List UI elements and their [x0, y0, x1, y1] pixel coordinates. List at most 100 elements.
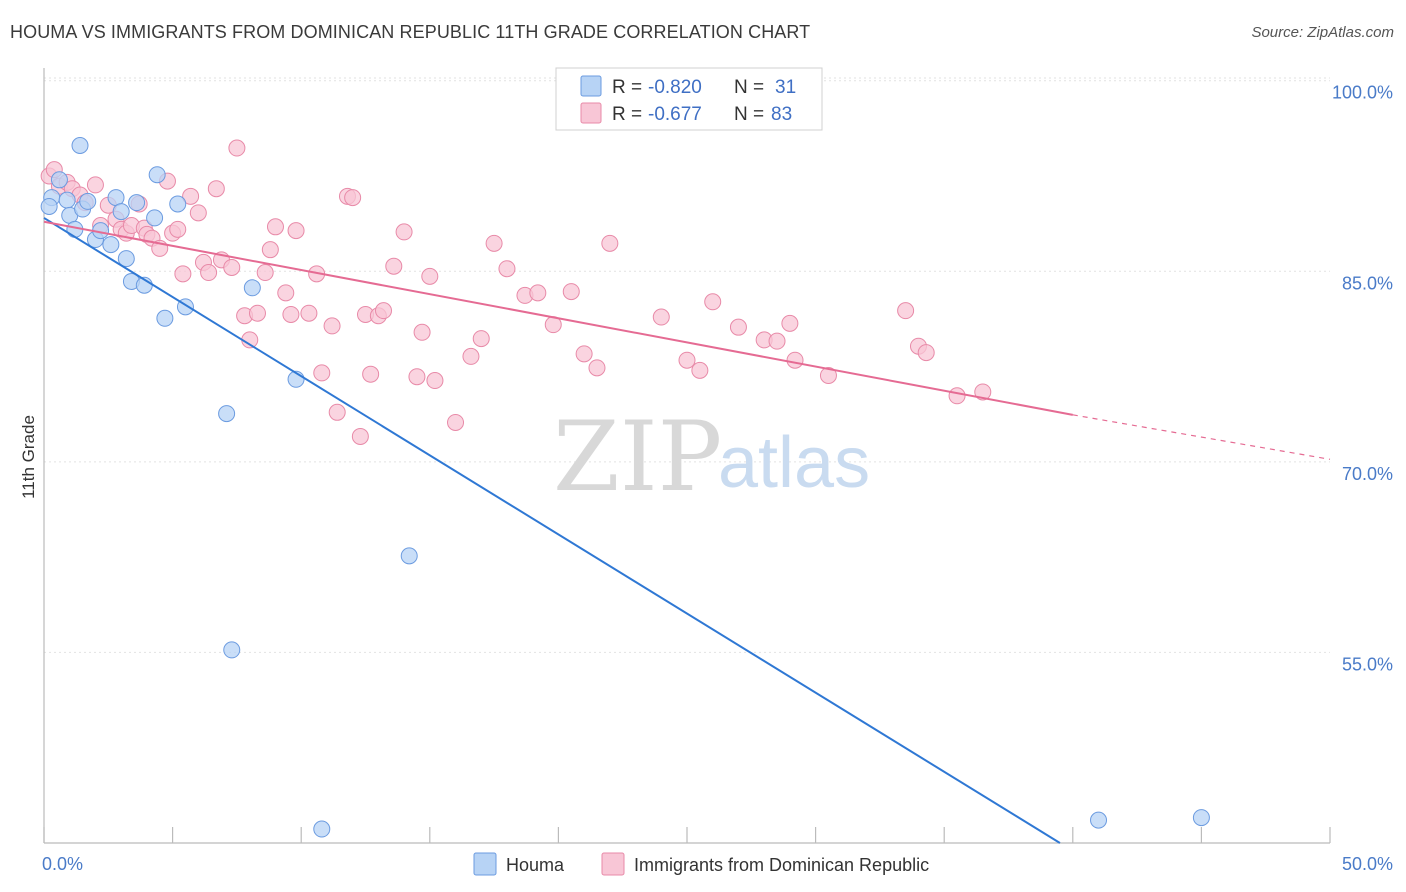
data-point [223, 258, 241, 276]
data-point [498, 260, 516, 278]
data-point [313, 820, 331, 838]
y-tick-label: 70.0% [1342, 464, 1393, 484]
trend-lines [43, 217, 1331, 844]
data-point [228, 139, 246, 157]
x-tick-label: 50.0% [1342, 854, 1393, 874]
data-point [243, 279, 261, 297]
data-point [71, 137, 89, 154]
data-point [421, 267, 439, 285]
trend-line [43, 217, 1061, 844]
data-point [1090, 811, 1108, 829]
data-point [112, 203, 130, 221]
data-point [575, 345, 593, 363]
data-point [282, 305, 300, 323]
data-point [601, 234, 619, 252]
y-tick-label: 100.0% [1332, 83, 1393, 103]
data-point [169, 220, 187, 238]
data-point [678, 351, 696, 369]
data-point [102, 236, 120, 254]
data-point [207, 180, 225, 198]
trend-line [43, 220, 1073, 416]
data-point [174, 265, 192, 283]
bottom-legend-swatch-dominican [601, 852, 625, 876]
data-point [408, 368, 426, 386]
data-point [156, 309, 174, 327]
data-point [395, 223, 413, 241]
chart-source: Source: ZipAtlas.com [1251, 24, 1394, 41]
data-point [1192, 809, 1210, 827]
data-point [261, 241, 279, 259]
data-point [472, 330, 490, 348]
legend-r-label: R = [612, 104, 642, 125]
legend-n-value: 31 [775, 77, 796, 98]
data-points [40, 137, 1210, 838]
legend: R = -0.820 N = 31 R = -0.677 N = 83 [555, 67, 823, 131]
bottom-legend-label-dominican: Immigrants from Dominican Republic [634, 855, 929, 875]
bottom-legend-label-houma: Houma [506, 855, 565, 875]
data-point [974, 383, 992, 401]
data-point [344, 189, 362, 207]
y-tick-label: 55.0% [1342, 654, 1393, 674]
legend-swatch-houma [580, 75, 602, 97]
x-ticks [43, 827, 1331, 843]
data-point [562, 283, 580, 301]
data-point [266, 218, 284, 236]
legend-swatch-dominican [580, 102, 602, 124]
data-point [148, 166, 166, 184]
data-point [400, 547, 418, 565]
y-tick-labels: 100.0% 85.0% 70.0% 55.0% [1332, 83, 1393, 675]
data-point [117, 250, 135, 268]
data-point [652, 308, 670, 326]
data-point [413, 323, 431, 341]
data-point [40, 197, 58, 215]
y-tick-label: 85.0% [1342, 273, 1393, 293]
trend-line-extension [1072, 414, 1331, 460]
data-point [256, 264, 274, 282]
data-point [313, 364, 331, 382]
data-point [287, 222, 305, 240]
data-point [200, 264, 218, 282]
legend-n-label: N = [734, 77, 764, 98]
data-point [897, 302, 915, 320]
data-point [277, 284, 295, 302]
watermark-zip: ZIP [553, 401, 722, 513]
data-point [917, 344, 935, 362]
data-point [50, 171, 68, 189]
data-point [691, 361, 709, 379]
chart-title: HOUMA VS IMMIGRANTS FROM DOMINICAN REPUB… [10, 22, 811, 42]
data-point [426, 372, 444, 390]
legend-r-value: -0.820 [648, 77, 702, 98]
data-point [328, 403, 346, 421]
bottom-legend-swatch-houma [473, 852, 497, 876]
data-point [128, 194, 146, 212]
data-point [462, 347, 480, 365]
data-point [375, 302, 393, 320]
legend-r-value: -0.677 [648, 104, 702, 125]
y-axis-label: 11th Grade [19, 415, 38, 499]
data-point [169, 195, 187, 213]
data-point [58, 191, 76, 209]
data-point [79, 192, 97, 210]
data-point [323, 317, 341, 335]
data-point [819, 366, 837, 384]
legend-n-value: 83 [771, 104, 792, 125]
data-point [218, 405, 236, 423]
data-point [300, 304, 318, 322]
data-point [189, 204, 207, 222]
data-point [351, 427, 369, 445]
watermark: ZIP atlas [553, 401, 870, 513]
data-point [485, 234, 503, 252]
data-point [948, 387, 966, 405]
data-point [385, 257, 403, 275]
data-point [588, 359, 606, 377]
data-point [529, 284, 547, 302]
data-point [729, 318, 747, 336]
data-point [447, 413, 465, 431]
data-point [182, 187, 200, 205]
legend-r-label: R = [612, 77, 642, 98]
data-point [223, 641, 241, 659]
data-point [86, 176, 104, 194]
data-point [362, 365, 380, 383]
legend-n-label: N = [734, 104, 764, 125]
